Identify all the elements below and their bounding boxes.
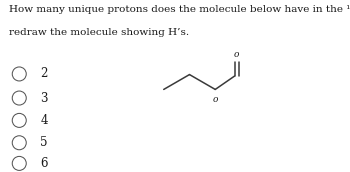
Text: 6: 6 bbox=[40, 157, 48, 170]
Text: o: o bbox=[234, 50, 239, 59]
Text: How many unique protons does the molecule below have in the ¹H NMR spectrum? Hin: How many unique protons does the molecul… bbox=[9, 5, 350, 14]
Text: 3: 3 bbox=[40, 92, 48, 105]
Text: 5: 5 bbox=[40, 136, 48, 149]
Text: 4: 4 bbox=[40, 114, 48, 127]
Text: redraw the molecule showing H’s.: redraw the molecule showing H’s. bbox=[9, 28, 189, 36]
Text: o: o bbox=[212, 95, 218, 104]
Text: 2: 2 bbox=[40, 67, 48, 80]
